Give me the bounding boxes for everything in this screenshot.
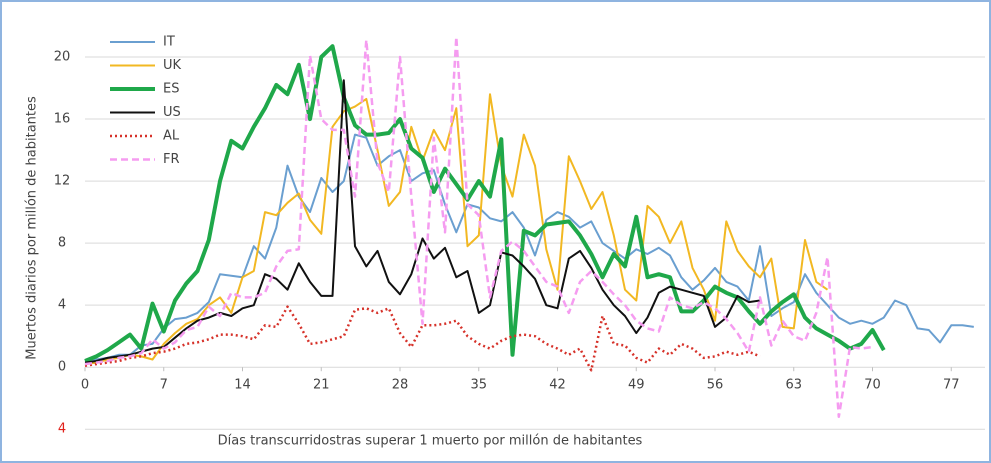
series-line: [84, 133, 974, 362]
x-tick-label: 28: [392, 378, 409, 393]
y-tick-label: 4: [58, 298, 66, 313]
x-tick-label: 21: [313, 378, 330, 393]
x-tick-label: 7: [160, 378, 168, 393]
x-tick-label: 35: [470, 378, 487, 393]
y-tick-label: 8: [58, 236, 66, 251]
x-tick-label: 56: [707, 378, 724, 393]
x-tick-label: 0: [81, 378, 89, 393]
y-tick-label: 16: [54, 112, 71, 127]
x-tick-label: 63: [785, 378, 802, 393]
legend-label: ES: [163, 82, 179, 97]
x-axis-title: Días transcurridostras superar 1 muerto …: [218, 434, 643, 449]
x-tick-label: 14: [234, 378, 251, 393]
legend-label: IT: [163, 35, 175, 50]
y-tick-label: 4: [58, 422, 66, 437]
y-tick-label: 12: [54, 174, 71, 189]
x-tick-label: 49: [628, 378, 645, 393]
series-line: [84, 305, 761, 372]
x-tick-label: 42: [549, 378, 566, 393]
x-tick-label: 77: [943, 378, 960, 393]
series-line: [84, 79, 761, 364]
legend-label: US: [163, 105, 181, 120]
legend-label: FR: [163, 152, 180, 167]
legend-label: AL: [163, 129, 180, 144]
y-axis-title: Muertos diarios por millón de habitantes: [25, 96, 40, 360]
legend-label: UK: [163, 58, 182, 73]
x-tick-label: 70: [864, 378, 881, 393]
y-tick-label: 20: [54, 50, 71, 65]
y-tick-label: 0: [58, 360, 66, 375]
series-line: [84, 44, 886, 363]
series-line: [84, 93, 829, 366]
series-line: [84, 35, 873, 419]
